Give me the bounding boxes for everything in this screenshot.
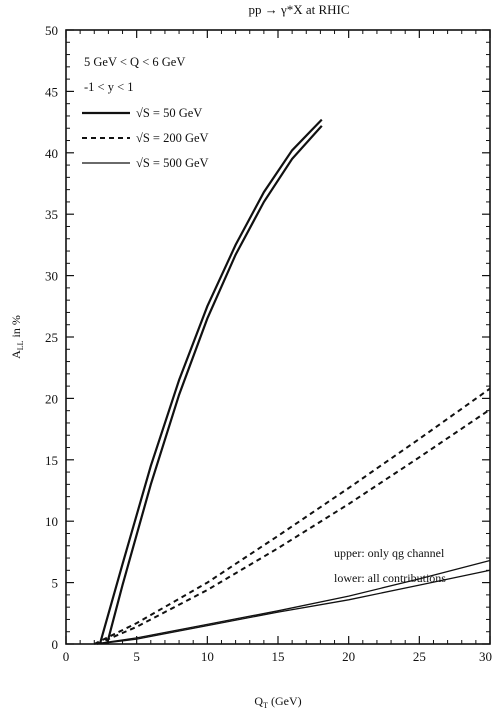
- series-line-upper: [94, 559, 491, 645]
- x-tick-label: 30: [479, 649, 492, 664]
- series-line-lower: [105, 125, 323, 645]
- annotation-text: lower: all contributions: [334, 571, 446, 585]
- series-line-lower: [97, 569, 491, 645]
- x-tick-label: 25: [413, 649, 426, 664]
- x-tick-label: 20: [342, 649, 355, 664]
- x-tick-label: 5: [133, 649, 140, 664]
- y-tick-label: 40: [45, 146, 58, 161]
- legend: 5 GeV < Q < 6 GeV -1 < y < 1√S = 50 GeV √S…: [82, 55, 209, 170]
- x-tick-label: 15: [272, 649, 285, 664]
- y-tick-label: 30: [45, 269, 58, 284]
- series-line-lower: [96, 408, 491, 645]
- y-tick-label: 35: [45, 207, 58, 222]
- y-tick-label: 5: [52, 576, 59, 591]
- y-tick-label: 15: [45, 453, 58, 468]
- legend-label: √S = 200 GeV: [136, 131, 209, 145]
- x-axis-label: QT (GeV): [254, 694, 301, 710]
- series-line-upper: [93, 387, 491, 645]
- annotations: upper: only qg channel lower: all contrib…: [334, 546, 446, 585]
- y-tick-label: 10: [45, 514, 58, 529]
- legend-header: 5 GeV < Q < 6 GeV: [84, 55, 185, 69]
- legend-label: √S = 50 GeV: [136, 106, 202, 120]
- annotation-text: upper: only qg channel: [334, 546, 445, 560]
- y-tick-label: 45: [45, 84, 58, 99]
- y-tick-label: 0: [52, 637, 59, 652]
- y-tick-label: 50: [45, 23, 58, 38]
- y-axis-label: ALL in %: [9, 315, 25, 359]
- series-line-upper: [98, 118, 323, 645]
- legend-header: -1 < y < 1: [84, 80, 134, 94]
- x-tick-label: 10: [201, 649, 214, 664]
- y-tick-label: 20: [45, 391, 58, 406]
- x-tick-label: 0: [63, 649, 70, 664]
- axis-ticks: 0 5 10 15 20 25 30 0 5 10 15 20 25 30 35 40 45 50: [45, 23, 492, 664]
- series-layer: [93, 118, 491, 645]
- y-tick-label: 25: [45, 330, 58, 345]
- legend-label: √S = 500 GeV: [136, 156, 209, 170]
- chart-title: pp → γ*X at RHIC: [248, 2, 349, 17]
